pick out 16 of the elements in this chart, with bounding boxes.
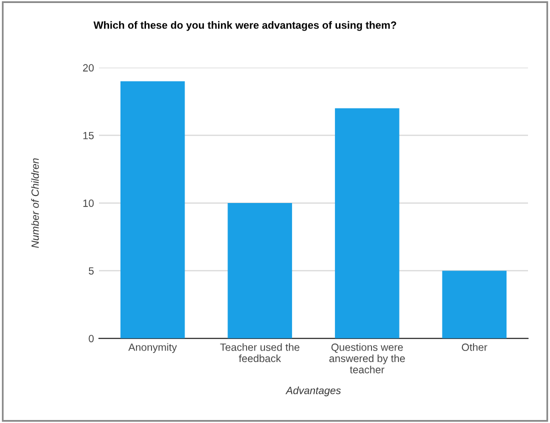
y-axis-title: Number of Children xyxy=(31,158,39,248)
y-tick-label: 0 xyxy=(88,334,94,342)
y-tick-label: 10 xyxy=(83,200,94,207)
bar xyxy=(442,270,507,338)
y-tick-label: 5 xyxy=(88,267,94,275)
x-tick-label: Other xyxy=(462,343,488,351)
bar xyxy=(334,108,400,338)
x-tick-label: Questions were answered by the teacher xyxy=(329,343,405,374)
x-axis-title: Advantages xyxy=(285,386,341,396)
bar xyxy=(228,203,292,338)
chart-title: Which of these do you think were advantages of using them? xyxy=(94,21,396,31)
x-tick-label: Teacher used the feedback xyxy=(220,343,300,362)
y-tick-label: 20 xyxy=(83,64,94,72)
y-tick-label: 15 xyxy=(83,132,94,140)
bar xyxy=(120,81,185,338)
x-tick-label: Anonymity xyxy=(128,343,177,353)
